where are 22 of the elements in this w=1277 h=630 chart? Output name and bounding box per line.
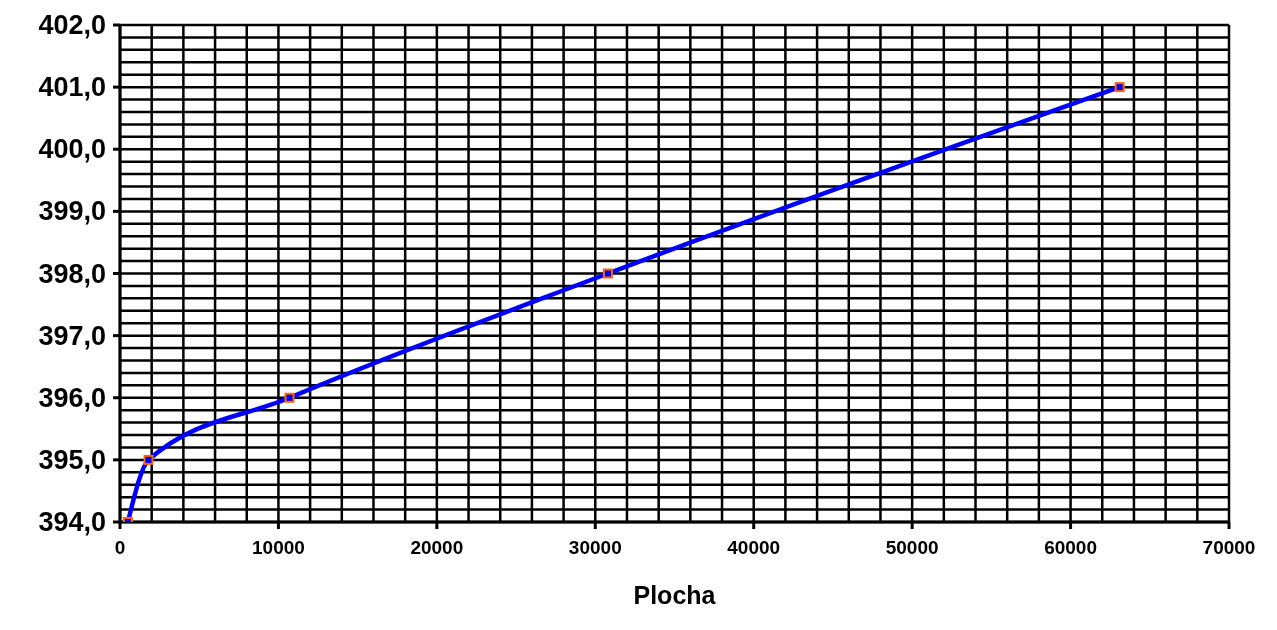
y-tick-label: 401,0	[38, 72, 106, 103]
x-tick-label: 20000	[410, 537, 464, 558]
x-axis-title: Plocha	[633, 581, 717, 609]
x-tick-label: 0	[114, 537, 126, 558]
point	[284, 392, 295, 403]
y-tick-label: 395,0	[38, 444, 106, 475]
x-tick-label: 40000	[727, 537, 781, 558]
x-tick-label: 50000	[885, 537, 939, 558]
point	[1114, 82, 1125, 93]
x-tick-label: 70000	[1202, 537, 1256, 558]
x-tick-label: 60000	[1044, 537, 1097, 558]
y-tick-label: 398,0	[38, 258, 106, 289]
point	[602, 268, 613, 279]
y-tick-label: 399,0	[38, 196, 106, 227]
y-tick-label: 394,0	[38, 507, 106, 537]
x-tick-label: 30000	[568, 537, 622, 558]
y-tick-label: 400,0	[38, 134, 106, 165]
x-tick-label: 10000	[252, 537, 305, 558]
y-tick-label: 402,0	[38, 10, 106, 40]
y-tick-label: 396,0	[38, 382, 106, 413]
y-tick-label: 397,0	[38, 320, 106, 351]
point	[143, 454, 154, 465]
